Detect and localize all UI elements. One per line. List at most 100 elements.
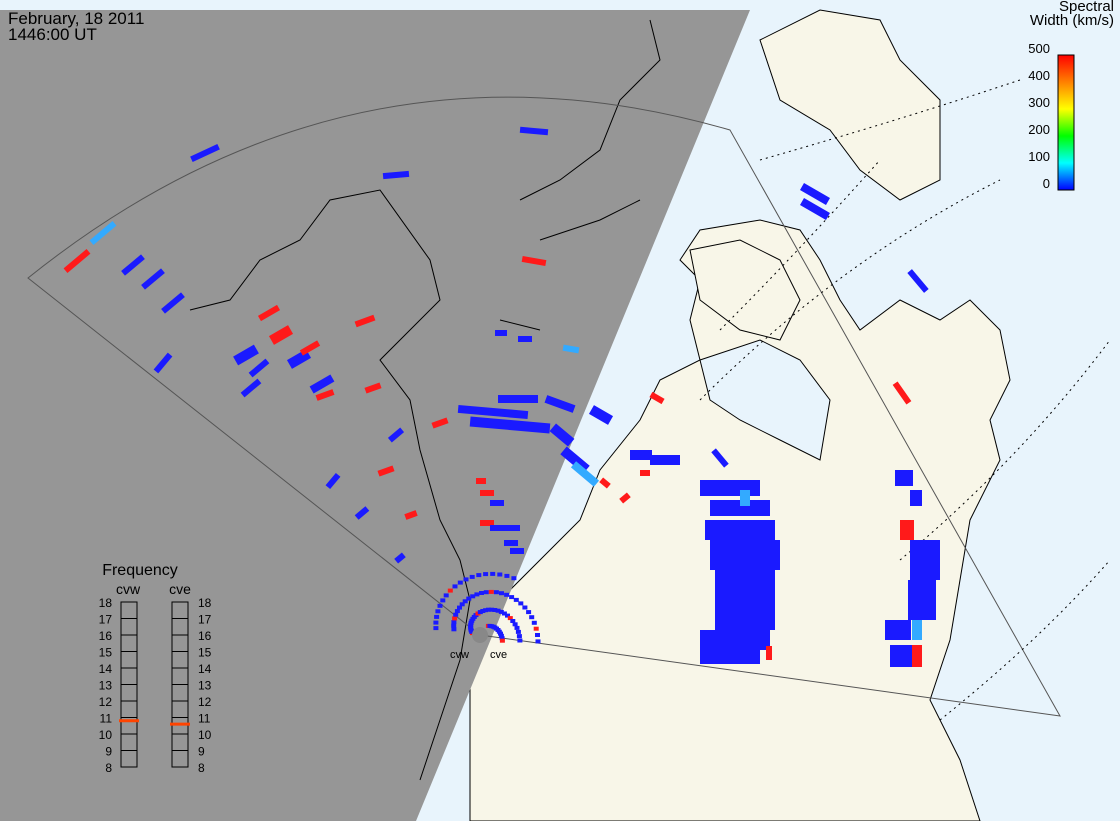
echo-cell xyxy=(516,634,522,639)
echo-cell xyxy=(504,540,518,546)
frequency-col-east: cve xyxy=(169,581,191,597)
echo-cell xyxy=(457,404,529,420)
header-time: 1446:00 UT xyxy=(8,25,97,44)
echo-cell xyxy=(640,470,650,476)
echo-cell xyxy=(479,591,484,595)
echo-cell xyxy=(910,540,940,580)
greenland-land xyxy=(759,9,941,201)
frequency-level-label: 18 xyxy=(99,596,113,610)
echo-cell xyxy=(457,605,462,610)
echo-cell xyxy=(309,374,335,394)
echo-cell xyxy=(492,608,498,612)
echo-cell xyxy=(153,352,173,374)
echo-cell xyxy=(483,572,489,577)
echo-cell xyxy=(498,395,538,403)
echo-cell xyxy=(499,636,505,641)
hudson-bay xyxy=(699,339,831,461)
echo-cell xyxy=(435,609,441,614)
frequency-level-label: 8 xyxy=(105,761,112,775)
colorbar-title-line1: Spectral xyxy=(1058,0,1114,15)
echo-cell xyxy=(490,500,504,506)
echo-cell xyxy=(562,344,580,354)
echo-cell xyxy=(454,609,460,614)
echo-cell xyxy=(463,577,469,582)
echo-cell xyxy=(437,603,443,608)
echo-cell xyxy=(521,255,547,267)
echo-cell xyxy=(498,631,503,636)
echo-cell xyxy=(800,198,830,220)
echo-cell xyxy=(504,592,510,597)
echo-cell xyxy=(518,601,524,606)
echo-cell xyxy=(710,540,780,570)
echo-cell xyxy=(710,500,770,516)
frequency-col-west: cvw xyxy=(116,581,141,597)
echo-cell xyxy=(457,580,463,585)
echo-cell xyxy=(907,269,929,293)
frequency-level-label: 15 xyxy=(99,646,113,660)
echo-cell xyxy=(354,314,376,328)
frequency-level-label: 8 xyxy=(198,761,205,775)
echo-cell xyxy=(885,620,911,640)
echo-cell xyxy=(452,616,458,621)
echo-cell xyxy=(433,626,439,631)
echo-cell xyxy=(480,520,494,526)
echo-cell xyxy=(488,589,494,594)
echo-cell xyxy=(501,611,507,616)
echo-cell xyxy=(453,612,459,617)
alaska-coast xyxy=(189,189,471,781)
echo-cells xyxy=(63,126,940,667)
echo-cell xyxy=(433,620,439,625)
echo-cell xyxy=(515,629,521,634)
echo-cell xyxy=(483,608,489,613)
grid-lines xyxy=(699,79,1111,721)
echo-cell xyxy=(451,623,457,628)
echo-cell xyxy=(498,633,504,638)
echo-cell xyxy=(387,427,405,443)
echo-cell xyxy=(504,573,510,578)
echo-cell xyxy=(447,588,453,593)
echo-cell xyxy=(533,626,539,631)
night-coastlines xyxy=(189,19,661,781)
echo-cell xyxy=(480,609,486,613)
echo-cell xyxy=(522,605,528,610)
echo-cell xyxy=(531,620,537,625)
echo-cell xyxy=(452,584,458,589)
echo-cell xyxy=(466,596,472,601)
echo-cell xyxy=(486,607,491,612)
echo-cell xyxy=(141,268,165,290)
echo-cell xyxy=(700,480,760,496)
echo-cell xyxy=(514,625,520,630)
echo-cell xyxy=(469,574,475,579)
echo-cell xyxy=(513,597,519,602)
echo-cell xyxy=(354,506,370,520)
echo-cell xyxy=(190,143,220,163)
radar-fov-outline xyxy=(27,96,1061,717)
echo-cell xyxy=(570,461,600,487)
echo-cell xyxy=(459,602,465,607)
echo-cell xyxy=(599,477,611,489)
echo-cell xyxy=(161,292,185,314)
echo-cell xyxy=(900,520,914,540)
echo-cell xyxy=(498,609,504,614)
echo-cell xyxy=(766,646,772,660)
echo-cell xyxy=(495,608,501,613)
echo-cell xyxy=(63,249,91,273)
echo-cell xyxy=(890,645,918,667)
echo-cell xyxy=(510,548,524,554)
frequency-level-label: 12 xyxy=(99,695,113,709)
echo-cell xyxy=(248,358,270,378)
colorbar-tick-200: 200 xyxy=(1028,122,1050,137)
echo-cell xyxy=(499,591,504,596)
echo-cell xyxy=(489,607,495,612)
frequency-panel: Frequency cvw cve 18 18 17 17 16 16 15 15 14 14 13… xyxy=(99,562,212,775)
echo-cell xyxy=(299,340,321,356)
echo-cell xyxy=(535,639,541,644)
echo-cell xyxy=(451,620,457,625)
echo-cell xyxy=(535,633,540,637)
grid-arc-5 xyxy=(939,559,1111,721)
echo-cell xyxy=(700,648,760,664)
colorbar-tick-300: 300 xyxy=(1028,95,1050,110)
echo-cell xyxy=(240,378,262,398)
frequency-level-label: 14 xyxy=(99,662,113,676)
echo-cell xyxy=(505,613,510,618)
